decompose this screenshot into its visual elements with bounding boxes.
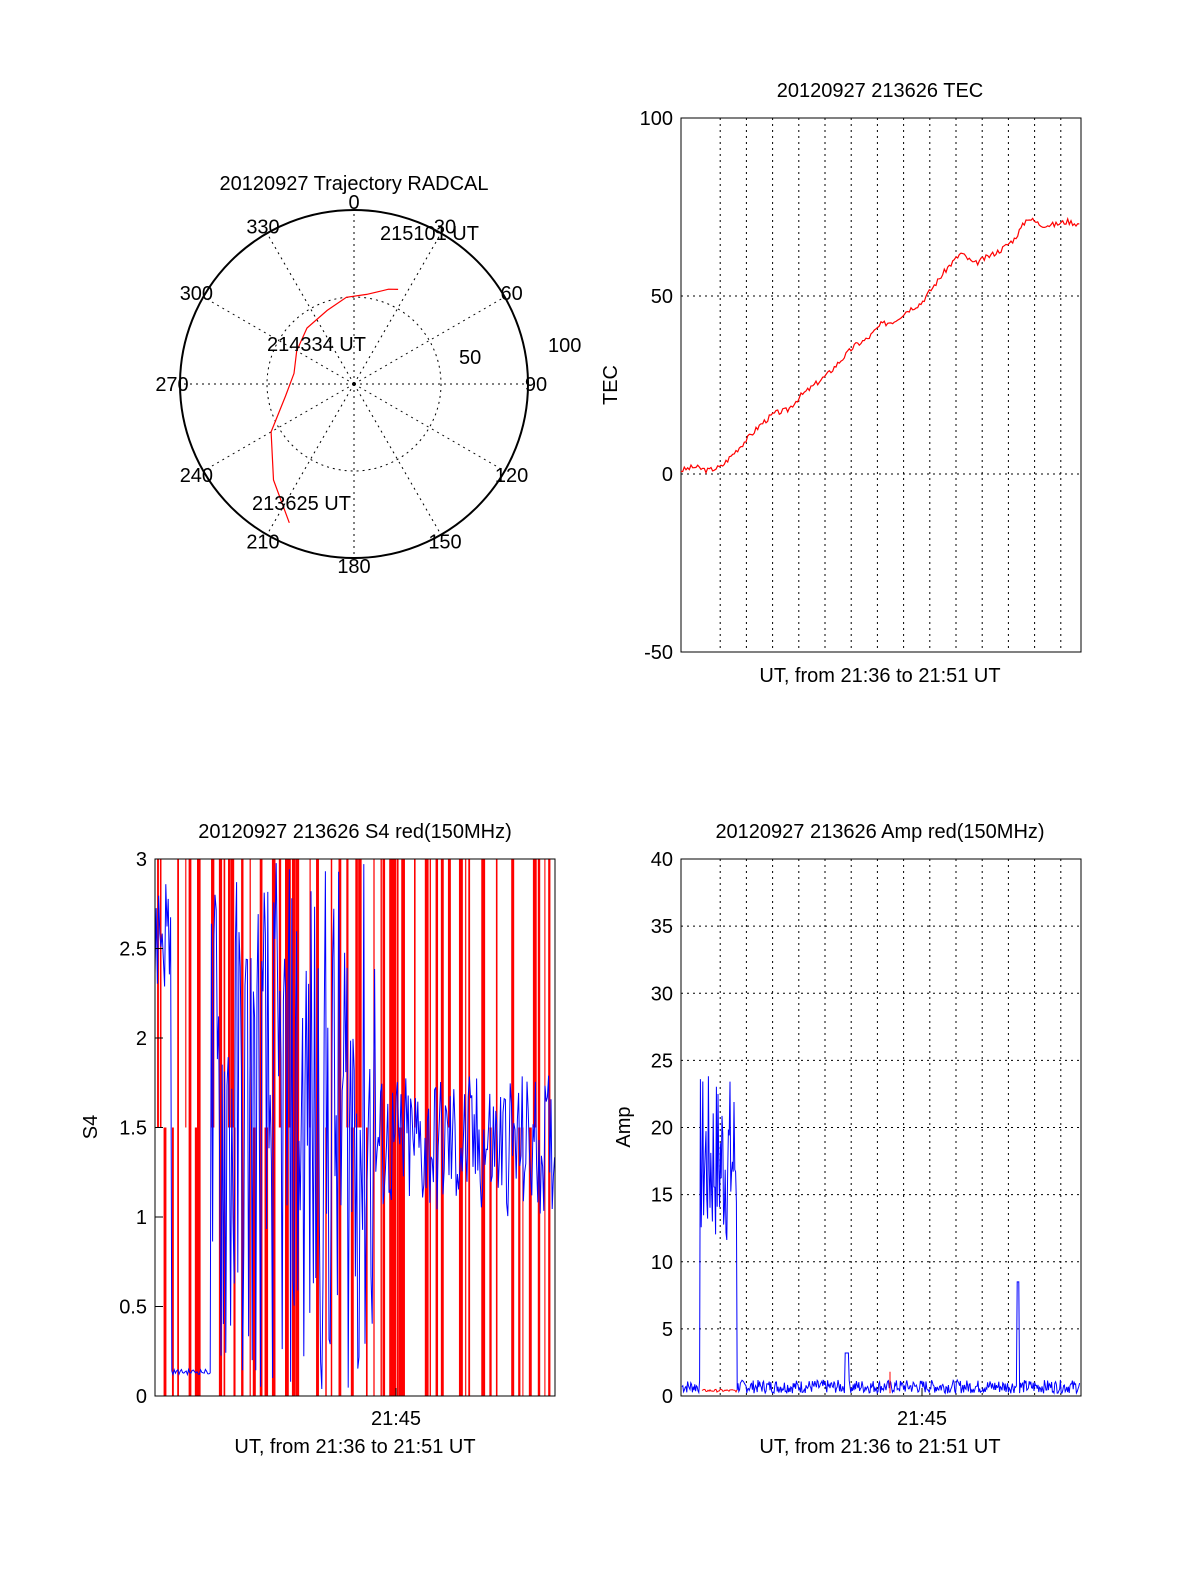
s4-blue-series bbox=[154, 863, 556, 1390]
polar-spoke-60 bbox=[353, 296, 505, 385]
polar-spoke-150 bbox=[353, 383, 442, 535]
amp-y-tick-label: 15 bbox=[651, 1185, 673, 1207]
polar-outer-ring bbox=[179, 209, 529, 559]
amp-y-tick-label: 40 bbox=[651, 849, 673, 871]
s4-y-ticks: 3 2.5 2 1.5 1 0.5 0 bbox=[119, 849, 163, 1408]
tec-y-axis-label: TEC bbox=[600, 365, 622, 405]
tec-grid bbox=[681, 118, 1081, 652]
tec-x-axis-label: UT, from 21:36 to 21:51 UT bbox=[759, 665, 1000, 687]
tec-title: 20120927 213626 TEC bbox=[777, 80, 983, 102]
s4-y-tick-label: 3 bbox=[136, 849, 147, 871]
trajectory-annotation-start: 213625 UT bbox=[252, 493, 351, 515]
s4-y-tick-label: 2 bbox=[136, 1028, 147, 1050]
azimuth-label-0: 0 bbox=[348, 192, 359, 214]
amp-y-tick-label: 0 bbox=[662, 1386, 673, 1408]
azimuth-label-60: 60 bbox=[500, 283, 522, 305]
azimuth-label-120: 120 bbox=[495, 465, 528, 487]
radial-label-50: 50 bbox=[459, 347, 481, 369]
amp-y-tick-label: 25 bbox=[651, 1050, 673, 1072]
s4-x-axis-label: UT, from 21:36 to 21:51 UT bbox=[234, 1436, 475, 1458]
tec-panel: 20120927 213626 TEC 100 50 0 -50 TEC UT, fr… bbox=[600, 80, 1082, 687]
amp-x-axis-label: UT, from 21:36 to 21:51 UT bbox=[759, 1436, 1000, 1458]
amp-red-series bbox=[701, 1371, 891, 1394]
trajectory-annotation-end: 215101 UT bbox=[380, 223, 479, 245]
polar-grid-ring-50 bbox=[266, 296, 442, 472]
s4-y-tick-label: 0.5 bbox=[119, 1297, 147, 1319]
s4-x-tick-label: 21:45 bbox=[371, 1408, 421, 1430]
amp-y-tick-label: 10 bbox=[651, 1252, 673, 1274]
tec-y-ticks: 100 50 0 -50 bbox=[640, 108, 673, 664]
trajectory-annotation-mid: 214334 UT bbox=[267, 334, 366, 356]
polar-spoke-30 bbox=[353, 233, 442, 385]
azimuth-label-270: 270 bbox=[155, 374, 188, 396]
azimuth-label-90: 90 bbox=[525, 374, 547, 396]
s4-title: 20120927 213626 S4 red(150MHz) bbox=[198, 821, 512, 843]
tec-y-tick-label: 50 bbox=[651, 286, 673, 308]
tec-y-tick-label: -50 bbox=[644, 642, 673, 664]
trajectory-panel: 20120927 Trajectory RADCAL 0 30 60 90 120 150… bbox=[155, 173, 581, 578]
radial-label-100: 100 bbox=[548, 335, 581, 357]
tec-series-line bbox=[680, 216, 1080, 475]
tec-y-tick-label: 0 bbox=[662, 464, 673, 486]
azimuth-label-30: 30 bbox=[434, 216, 456, 238]
s4-y-tick-label: 1.5 bbox=[119, 1118, 147, 1140]
amp-y-tick-label: 20 bbox=[651, 1118, 673, 1140]
trajectory-title: 20120927 Trajectory RADCAL bbox=[219, 173, 488, 195]
azimuth-label-240: 240 bbox=[180, 465, 213, 487]
trajectory-line bbox=[270, 288, 399, 524]
amp-y-axis-label: Amp bbox=[613, 1106, 635, 1147]
amp-panel: 20120927 213626 Amp red(150MHz) 40 35 30 25… bbox=[613, 821, 1082, 1458]
amp-blue-series bbox=[681, 1076, 1081, 1395]
azimuth-label-300: 300 bbox=[180, 283, 213, 305]
polar-spoke-330 bbox=[266, 233, 355, 385]
azimuth-label-210: 210 bbox=[246, 532, 279, 554]
s4-panel: 20120927 213626 S4 red(150MHz) 3 2.5 2 1.5 1… bbox=[80, 821, 556, 1458]
s4-y-tick-label: 2.5 bbox=[119, 939, 147, 961]
azimuth-label-330: 330 bbox=[246, 216, 279, 238]
s4-y-tick-label: 0 bbox=[136, 1386, 147, 1408]
s4-y-axis-label: S4 bbox=[80, 1115, 102, 1139]
azimuth-label-150: 150 bbox=[428, 532, 461, 554]
polar-spoke-240 bbox=[203, 383, 355, 472]
amp-y-tick-label: 35 bbox=[651, 916, 673, 938]
tec-plot-frame bbox=[680, 117, 1082, 653]
polar-spoke-120 bbox=[353, 383, 505, 472]
polar-spoke-300 bbox=[203, 296, 355, 385]
amp-y-tick-label: 30 bbox=[651, 983, 673, 1005]
amp-y-ticks: 40 35 30 25 20 15 10 5 0 bbox=[651, 849, 673, 1408]
polar-spoke-210 bbox=[266, 383, 355, 535]
amp-x-tick-label: 21:45 bbox=[897, 1408, 947, 1430]
polar-labels: 0 30 60 90 120 150 180 210 240 270 300 330 bbox=[155, 192, 547, 578]
s4-y-tick-label: 1 bbox=[136, 1207, 147, 1229]
amp-plot-frame bbox=[680, 858, 1082, 1397]
tec-y-tick-label: 100 bbox=[640, 108, 673, 130]
azimuth-label-180: 180 bbox=[337, 556, 370, 578]
polar-grid bbox=[180, 210, 528, 558]
amp-grid bbox=[681, 859, 1081, 1396]
amp-title: 20120927 213626 Amp red(150MHz) bbox=[715, 821, 1044, 843]
amp-y-tick-label: 5 bbox=[662, 1319, 673, 1341]
